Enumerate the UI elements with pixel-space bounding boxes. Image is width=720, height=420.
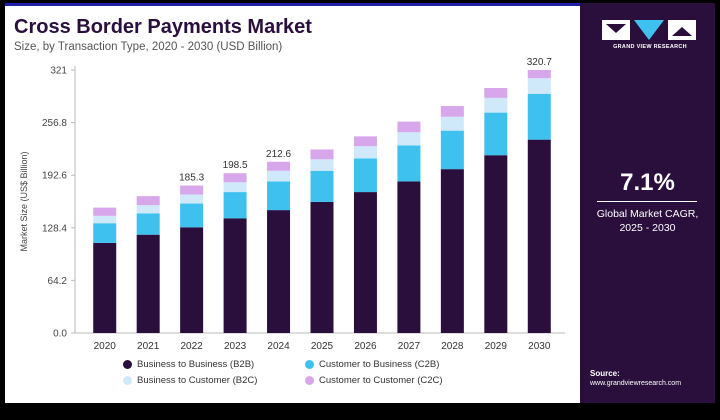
bar-segment-2021-s0: [136, 234, 160, 333]
bar-segment-2020-s3: [93, 207, 117, 216]
y-tick-label: 128.4: [42, 223, 67, 234]
bar-segment-2025-s1: [310, 170, 334, 202]
bar-segment-2021-s3: [136, 196, 160, 206]
legend-item-c2c: Customer to Customer (C2C): [305, 375, 443, 386]
legend-swatch-b2b: [123, 360, 132, 369]
cagr-value: 7.1%: [620, 169, 675, 196]
legend-swatch-c2c: [305, 376, 314, 385]
bar-segment-2023-s1: [223, 192, 247, 219]
chart-legend: Business to Business (B2B) Customer to B…: [123, 359, 523, 395]
legend-label-b2b: Business to Business (B2B): [137, 359, 255, 370]
bar-segment-2021-s2: [136, 205, 160, 214]
legend-label-b2c: Business to Customer (B2C): [137, 375, 258, 386]
chart-panel: Cross Border Payments Market Size, by Tr…: [5, 3, 580, 403]
bar-segment-2024-s3: [267, 161, 291, 171]
bar-segment-2023-s2: [223, 182, 247, 193]
cagr-divider: [597, 201, 697, 202]
bar-segment-2020-s1: [93, 223, 117, 243]
bar-segment-2028-s3: [440, 106, 464, 117]
bar-segment-2027-s0: [397, 181, 421, 333]
top-accent-bar: [5, 3, 580, 6]
legend-label-c2b: Customer to Business (C2B): [319, 359, 440, 370]
legend-swatch-c2b: [305, 360, 314, 369]
x-tick-label: 2030: [528, 341, 551, 352]
bar-segment-2028-s1: [440, 130, 464, 170]
bar-segment-2022-s3: [180, 185, 204, 195]
bar-segment-2027-s1: [397, 145, 421, 182]
bar-segment-2027-s3: [397, 121, 421, 133]
bar-segment-2025-s0: [310, 201, 334, 333]
y-tick-label: 321: [50, 66, 67, 77]
bar-segment-2025-s3: [310, 149, 334, 160]
x-tick-label: 2028: [441, 341, 464, 352]
source-label: Source:: [590, 369, 620, 378]
bar-segment-2030-s3: [527, 70, 551, 79]
bar-segment-2020-s2: [93, 215, 117, 224]
bar-segment-2023-s0: [223, 218, 247, 333]
x-tick-label: 2020: [94, 341, 117, 352]
sidebar: GRAND VIEW RESEARCH 7.1% Global Market C…: [580, 3, 715, 403]
bar-segment-2030-s1: [527, 93, 551, 140]
bar-segment-2027-s2: [397, 132, 421, 146]
bar-segment-2028-s2: [440, 116, 464, 131]
bar-segment-2023-s3: [223, 173, 247, 183]
x-tick-label: 2023: [224, 341, 247, 352]
infographic-card: Cross Border Payments Market Size, by Tr…: [5, 3, 715, 403]
cagr-label-line1: Global Market CAGR,: [596, 208, 699, 220]
bar-segment-2024-s1: [267, 181, 291, 211]
x-tick-label: 2026: [354, 341, 377, 352]
bar-segment-2024-s0: [267, 210, 291, 333]
x-tick-label: 2024: [267, 341, 290, 352]
bar-segment-2029-s3: [484, 88, 508, 98]
legend-label-c2c: Customer to Customer (C2C): [319, 375, 443, 386]
bar-segment-2024-s2: [267, 170, 291, 182]
y-axis-title: Market Size (US$ Billion): [19, 151, 29, 251]
legend-item-b2b: Business to Business (B2B): [123, 359, 254, 370]
bar-segment-2021-s1: [136, 213, 160, 235]
cagr-label-line2: 2025 - 2030: [619, 222, 676, 234]
x-tick-label: 2029: [485, 341, 508, 352]
stacked-bar-chart: 0.0 64.2 128.4 192.6 256.8 321 Market Size (US…: [19, 58, 565, 352]
legend-item-c2b: Customer to Business (C2B): [305, 359, 439, 370]
logo-mark-icon: [602, 20, 696, 40]
data-label-2030: 320.7: [527, 58, 552, 68]
y-tick-label: 64.2: [48, 276, 68, 287]
y-tick-label: 256.8: [42, 118, 67, 129]
source-url[interactable]: www.grandviewresearch.com: [590, 380, 682, 387]
data-label-2023: 198.5: [223, 160, 248, 171]
chart-title: Cross Border Payments Market: [14, 16, 312, 38]
bar-segment-2022-s1: [180, 203, 204, 228]
legend-swatch-b2c: [123, 376, 132, 385]
legend-item-b2c: Business to Customer (B2C): [123, 375, 257, 386]
y-tick-label: 0.0: [53, 329, 67, 340]
x-tick-label: 2021: [137, 341, 160, 352]
y-tick-label: 192.6: [42, 171, 67, 182]
bar-segment-2030-s2: [527, 78, 551, 94]
cagr-label: Global Market CAGR, 2025 - 2030: [580, 207, 715, 235]
bar-segment-2026-s3: [353, 136, 377, 147]
bar-segment-2028-s0: [440, 169, 464, 333]
bar-segment-2026-s0: [353, 192, 377, 333]
bar-segment-2022-s2: [180, 194, 204, 204]
x-tick-label: 2025: [311, 341, 334, 352]
bar-segment-2029-s0: [484, 155, 508, 333]
bar-segment-2025-s2: [310, 159, 334, 171]
chart-subtitle: Size, by Transaction Type, 2020 - 2030 (…: [14, 41, 283, 53]
x-tick-label: 2022: [181, 341, 204, 352]
bar-segment-2029-s2: [484, 97, 508, 113]
brand-logo: GRAND VIEW RESEARCH: [600, 19, 700, 59]
bar-segment-2029-s1: [484, 112, 508, 156]
bar-segment-2026-s2: [353, 146, 377, 159]
bar-segment-2022-s0: [180, 227, 204, 333]
x-tick-label: 2027: [398, 341, 421, 352]
data-label-2024: 212.6: [266, 149, 291, 160]
bar-segment-2026-s1: [353, 158, 377, 193]
bar-segment-2030-s0: [527, 139, 551, 333]
bar-segment-2020-s0: [93, 242, 117, 333]
data-label-2022: 185.3: [179, 173, 204, 184]
logo-text: GRAND VIEW RESEARCH: [613, 44, 687, 50]
